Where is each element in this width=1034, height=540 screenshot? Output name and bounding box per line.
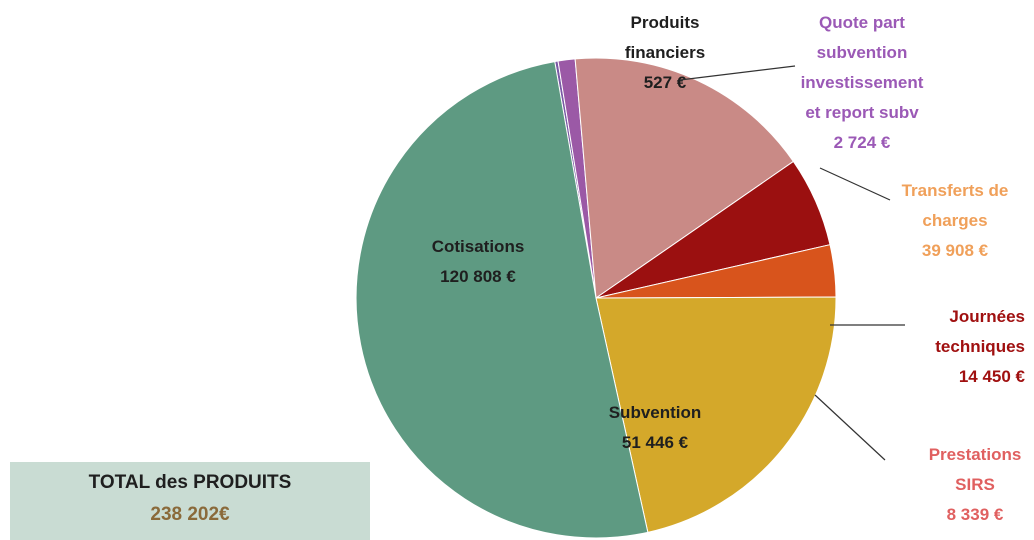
total-value: 238 202€ xyxy=(150,504,230,525)
slice-label-line-journees: techniques xyxy=(935,337,1025,356)
slice-value-produits-financiers: 527 € xyxy=(644,73,687,92)
pie-slice-transferts xyxy=(574,57,795,299)
slice-label-line-quote-part: et report subv xyxy=(805,103,919,122)
slice-label-journees: Journées techniques 14 450 € xyxy=(935,307,1025,386)
slice-label-line-produits-financiers: financiers xyxy=(625,43,705,62)
slice-label-line-transferts: Transferts de xyxy=(902,181,1009,200)
slice-value-quote-part: 2 724 € xyxy=(834,133,891,152)
slice-label-cotisations: Cotisations 120 808 € xyxy=(432,237,525,286)
leader-line-prestations xyxy=(814,394,886,461)
leader-line-transferts xyxy=(819,167,891,201)
slice-value-journees: 14 450 € xyxy=(959,367,1026,386)
slice-value-subvention: 51 446 € xyxy=(622,433,689,452)
total-box: TOTAL des PRODUITS 238 202€ xyxy=(10,462,370,540)
total-title: TOTAL des PRODUITS xyxy=(88,472,292,493)
slice-label-produits-financiers: Produits financiers 527 € xyxy=(625,13,705,92)
pie-slice-cotisations xyxy=(355,60,649,539)
slice-label-line-prestations: SIRS xyxy=(955,475,995,494)
slice-value-cotisations: 120 808 € xyxy=(440,267,516,286)
slice-label-line-quote-part: investissement xyxy=(801,73,924,92)
slice-label-prestations: Prestations SIRS 8 339 € xyxy=(929,445,1022,524)
slice-value-transferts: 39 908 € xyxy=(922,241,989,260)
slice-label-transferts: Transferts de charges 39 908 € xyxy=(902,181,1009,260)
slice-label-line-produits-financiers: Produits xyxy=(631,13,700,32)
slice-label-subvention: Subvention 51 446 € xyxy=(609,403,702,452)
slice-label-line-quote-part: subvention xyxy=(817,43,908,62)
slice-value-prestations: 8 339 € xyxy=(947,505,1004,524)
slice-label-line-prestations: Prestations xyxy=(929,445,1022,464)
slice-label-line-cotisations: Cotisations xyxy=(432,237,525,256)
slice-label-line-journees: Journées xyxy=(949,307,1025,326)
slice-label-line-subvention: Subvention xyxy=(609,403,702,422)
slice-label-line-quote-part: Quote part xyxy=(819,13,905,32)
slice-label-quote-part: Quote part subvention investissement et rep… xyxy=(801,13,924,152)
slice-label-line-transferts: charges xyxy=(922,211,987,230)
leader-line-quote-part xyxy=(679,65,796,81)
pie-slice-subvention xyxy=(595,296,837,533)
